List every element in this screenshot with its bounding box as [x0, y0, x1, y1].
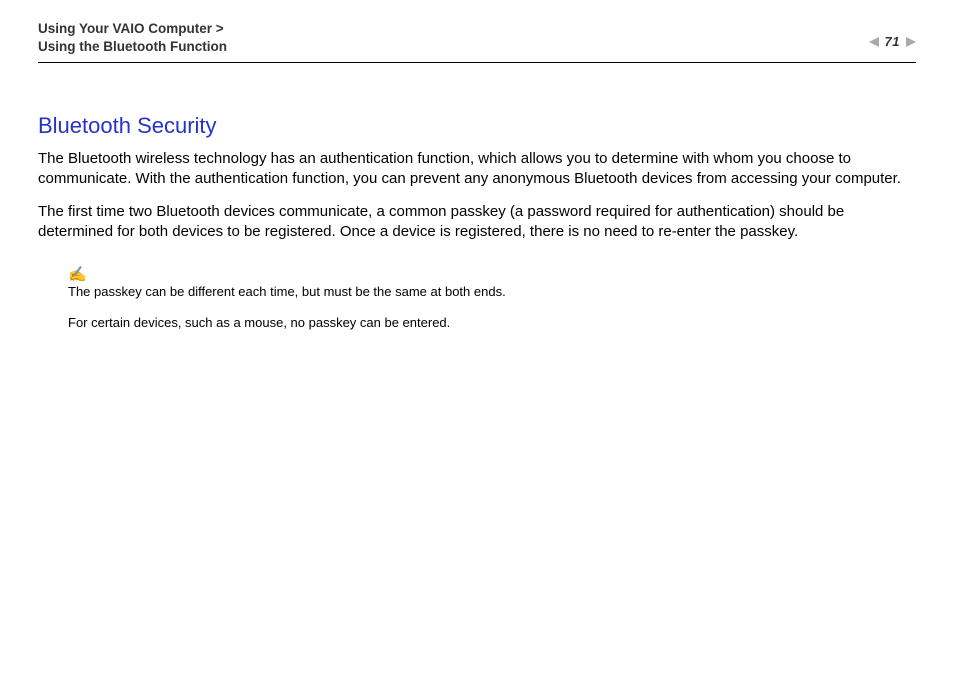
page: Using Your VAIO Computer > Using the Blu… — [0, 0, 954, 674]
body-paragraph-1: The Bluetooth wireless technology has an… — [38, 149, 916, 188]
note-block: ✍ The passkey can be different each time… — [68, 267, 916, 332]
page-nav: 71 — [869, 34, 916, 49]
prev-page-icon[interactable] — [869, 37, 879, 47]
page-number: 71 — [885, 34, 900, 49]
breadcrumb-line-1: Using Your VAIO Computer > — [38, 21, 224, 36]
body-paragraph-2: The first time two Bluetooth devices com… — [38, 202, 916, 241]
note-icon: ✍ — [68, 267, 916, 282]
page-header: Using Your VAIO Computer > Using the Blu… — [38, 20, 916, 63]
note-line-1: The passkey can be different each time, … — [68, 284, 916, 301]
breadcrumb-line-2: Using the Bluetooth Function — [38, 39, 227, 54]
section-title: Bluetooth Security — [38, 113, 916, 139]
note-line-2: For certain devices, such as a mouse, no… — [68, 315, 916, 332]
next-page-icon[interactable] — [906, 37, 916, 47]
breadcrumb: Using Your VAIO Computer > Using the Blu… — [38, 20, 227, 56]
